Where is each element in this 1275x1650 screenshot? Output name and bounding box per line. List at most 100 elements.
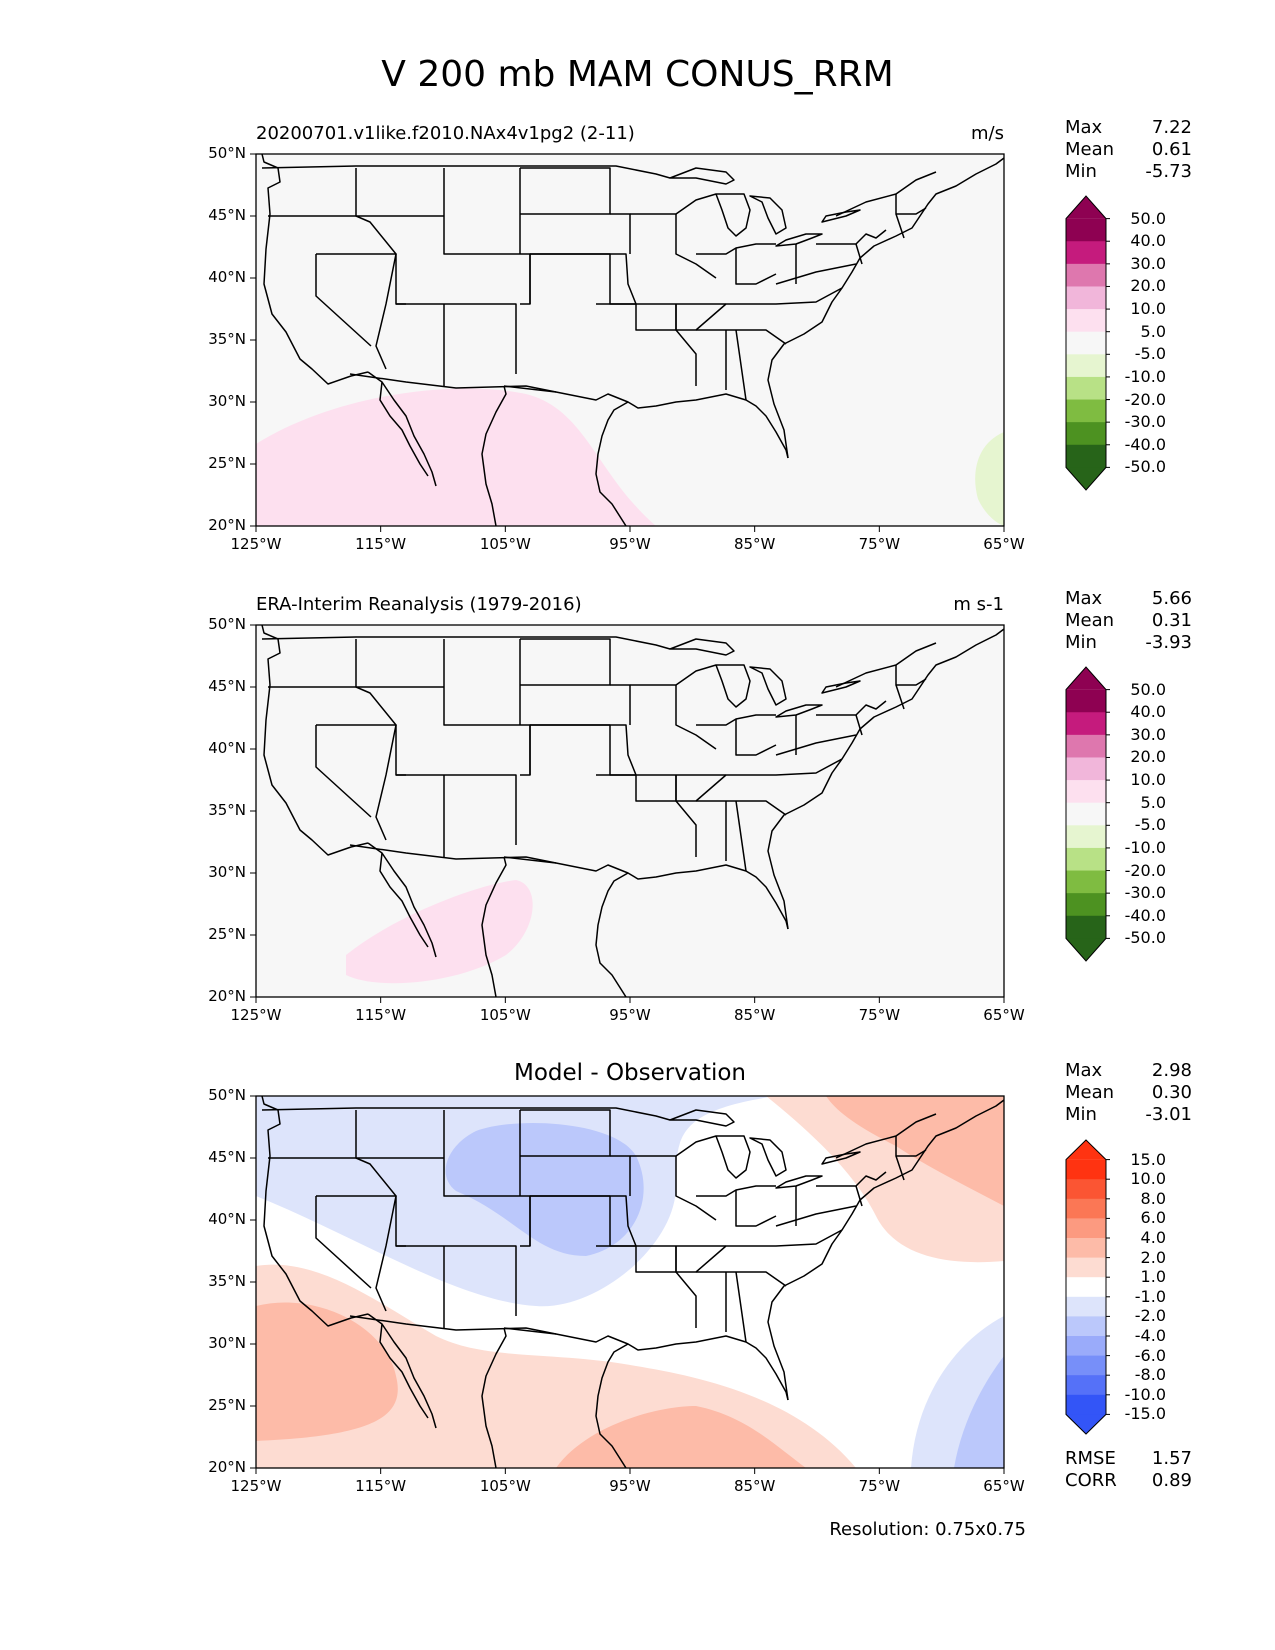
lat-tick-label: 20°N (208, 516, 246, 534)
colorbar-tick-label: 10.0 (1130, 1169, 1166, 1189)
lat-tick-label: 30°N (208, 392, 246, 410)
colorbar-extend-max (1066, 667, 1106, 690)
lon-tick-label: 125°W (230, 1477, 282, 1495)
colorbar-segment (1066, 399, 1106, 423)
colorbar-segment (1066, 286, 1106, 310)
lat-tick-label: 40°N (208, 1210, 246, 1228)
lat-tick-label: 25°N (208, 925, 246, 943)
colorbar-2 (1065, 666, 1110, 962)
colorbar-segment (1066, 218, 1106, 242)
colorbar-segment (1066, 757, 1106, 781)
colorbar-segment (1066, 825, 1106, 849)
colorbar-segment (1066, 734, 1106, 758)
colorbar-tick-label: -20.0 (1124, 389, 1166, 409)
lon-tick-label: 75°W (858, 1006, 901, 1024)
panel-2-min-label: Min (1065, 632, 1097, 653)
colorbar-extend-min (1066, 1414, 1106, 1434)
lat-tick-label: 50°N (208, 1086, 246, 1104)
lon-tick-label: 115°W (355, 535, 407, 553)
colorbar-segment (1066, 1257, 1106, 1278)
colorbar-tick-label: 10.0 (1130, 770, 1166, 790)
panel-2-max-value: 5.66 (1151, 588, 1192, 609)
colorbar-tick-label: -1.0 (1134, 1286, 1166, 1306)
panel-3-corr-label: CORR (1065, 1470, 1117, 1491)
colorbar-tick-label: 40.0 (1130, 231, 1166, 251)
colorbar-tick-label: 4.0 (1140, 1228, 1166, 1247)
map-panel-1 (256, 154, 1004, 526)
lat-tick-label: 30°N (208, 863, 246, 881)
figure-title: V 200 mb MAM CONUS_RRM (381, 54, 894, 95)
colorbar-segment (1066, 780, 1106, 804)
colorbar-tick-label: 15.0 (1130, 1149, 1166, 1169)
colorbar-segment (1066, 1159, 1106, 1180)
lat-tick-label: 25°N (208, 454, 246, 472)
panel-3-max-value: 2.98 (1151, 1060, 1192, 1081)
colorbar-tick-label: 5.0 (1140, 792, 1166, 812)
lon-tick-label: 105°W (479, 1006, 531, 1024)
panel-3-min-value: -3.01 (1145, 1104, 1192, 1125)
colorbar-segment (1066, 263, 1106, 287)
colorbar-tick-label: 50.0 (1130, 679, 1166, 699)
colorbar-segment (1066, 915, 1106, 939)
colorbar-tick-label: -30.0 (1124, 883, 1166, 903)
colorbar-segment (1066, 1296, 1106, 1317)
lon-tick-label: 65°W (983, 1477, 1025, 1495)
panel-2-mean-value: 0.31 (1151, 610, 1192, 631)
lat-tick-label: 50°N (208, 615, 246, 633)
colorbar-segment (1066, 712, 1106, 736)
colorbar-segment (1066, 1179, 1106, 1200)
positive-anomaly-region (256, 388, 656, 526)
strong-negative-anomaly-region-atlantic (954, 1356, 1004, 1468)
colorbar-tick-label: -10.0 (1124, 1384, 1166, 1404)
colorbar-tick-label: -15.0 (1124, 1404, 1166, 1424)
lon-tick-label: 105°W (479, 1477, 531, 1495)
colorbar-segment (1066, 689, 1106, 713)
colorbar-tick-label: 6.0 (1140, 1208, 1166, 1228)
lat-tick-label: 35°N (208, 801, 246, 819)
map-panel-2 (256, 625, 1004, 997)
panel-1-units: m/s (971, 123, 1004, 144)
panel-1-mean-label: Mean (1065, 139, 1115, 160)
lon-tick-label: 95°W (609, 1006, 651, 1024)
panel-3-rmse-label: RMSE (1065, 1448, 1116, 1469)
colorbar-segment (1066, 1336, 1106, 1357)
panel-1-min-label: Min (1065, 161, 1097, 182)
lon-tick-label: 95°W (609, 1477, 651, 1495)
lat-tick-label: 45°N (208, 677, 246, 695)
colorbar-segment (1066, 893, 1106, 917)
colorbar-segment (1066, 309, 1106, 333)
colorbar-tick-label: -6.0 (1134, 1345, 1166, 1365)
lon-tick-label: 65°W (983, 535, 1025, 553)
colorbar-tick-label: 30.0 (1130, 724, 1166, 744)
panel-2-min-value: -3.93 (1145, 632, 1192, 653)
colorbar-extend-max (1066, 1140, 1106, 1160)
lat-tick-label: 45°N (208, 1148, 246, 1166)
colorbar-segment (1066, 1238, 1106, 1259)
colorbar-tick-label: 1.0 (1140, 1267, 1166, 1287)
colorbar-segment (1066, 354, 1106, 378)
lat-tick-label: 30°N (208, 1334, 246, 1352)
panel-3-corr-value: 0.89 (1151, 1470, 1192, 1491)
lon-tick-label: 95°W (609, 535, 651, 553)
panel-3-mean-label: Mean (1065, 1082, 1115, 1103)
panel-1-title: 20200701.v1like.f2010.NAx4v1pg2 (2-11) (256, 123, 635, 144)
colorbar-tick-label: -50.0 (1124, 928, 1166, 948)
colorbar-tick-label: 50.0 (1130, 208, 1166, 228)
panel-3-min-label: Min (1065, 1104, 1097, 1125)
colorbar-tick-label: -4.0 (1134, 1326, 1166, 1345)
lat-tick-label: 45°N (208, 206, 246, 224)
colorbar-segment (1066, 1394, 1106, 1415)
colorbar-segment (1066, 802, 1106, 826)
colorbar-segment (1066, 422, 1106, 446)
negative-anomaly-region (975, 432, 1004, 526)
map-panel-3 (256, 1096, 1004, 1468)
lon-tick-label: 125°W (230, 1006, 282, 1024)
colorbar-tick-label: 30.0 (1130, 253, 1166, 273)
lon-tick-label: 65°W (983, 1006, 1025, 1024)
panel-3-mean-value: 0.30 (1151, 1082, 1192, 1103)
lon-tick-label: 85°W (733, 535, 776, 553)
colorbar-segment (1066, 241, 1106, 265)
lon-tick-label: 75°W (858, 535, 901, 553)
colorbar-segment (1066, 870, 1106, 894)
